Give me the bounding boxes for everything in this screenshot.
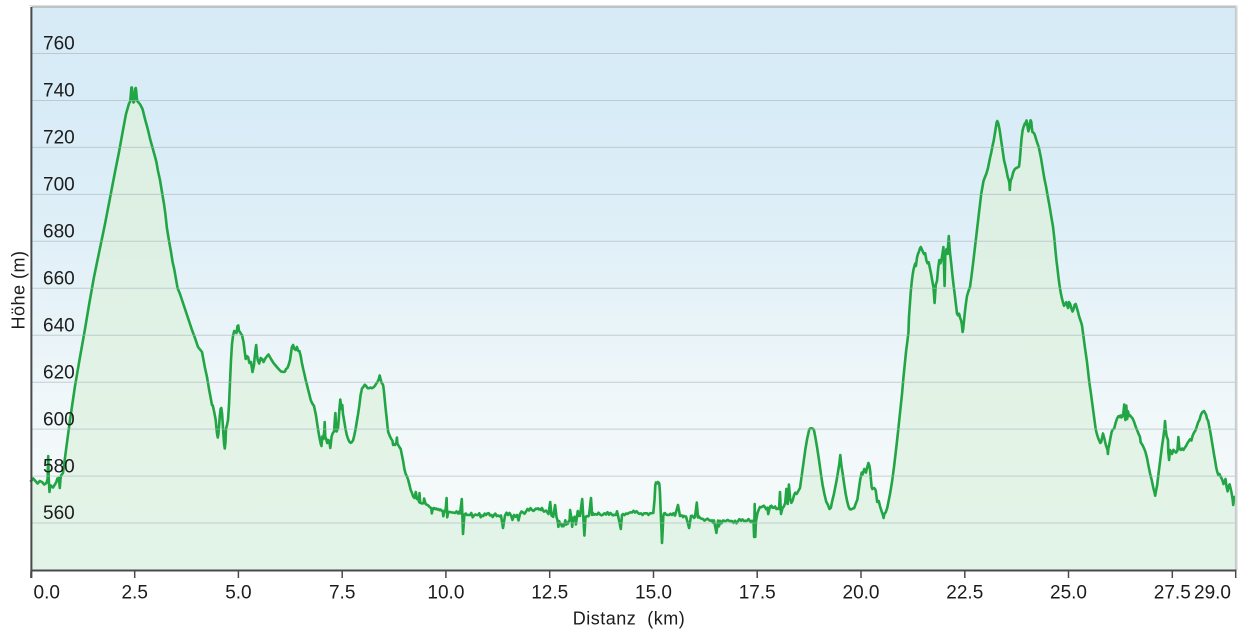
svg-text:720: 720	[43, 128, 75, 149]
svg-text:600: 600	[43, 409, 75, 430]
svg-text:10.0: 10.0	[427, 583, 464, 604]
svg-text:2.5: 2.5	[121, 583, 147, 604]
svg-text:7.5: 7.5	[329, 583, 355, 604]
svg-text:Höhe (m): Höhe (m)	[9, 250, 29, 329]
svg-text:700: 700	[43, 175, 75, 196]
svg-text:27.5: 27.5	[1154, 583, 1191, 604]
svg-text:0.0: 0.0	[34, 583, 60, 604]
svg-text:17.5: 17.5	[739, 583, 776, 604]
svg-text:740: 740	[43, 81, 75, 102]
svg-text:560: 560	[43, 503, 75, 524]
svg-text:25.0: 25.0	[1050, 583, 1087, 604]
svg-text:15.0: 15.0	[635, 583, 672, 604]
svg-text:Distanz (km): Distanz (km)	[573, 609, 686, 629]
svg-text:660: 660	[43, 268, 75, 289]
svg-text:640: 640	[43, 315, 75, 336]
svg-text:580: 580	[43, 456, 75, 477]
svg-text:680: 680	[43, 222, 75, 243]
svg-text:20.0: 20.0	[843, 583, 880, 604]
svg-text:760: 760	[43, 34, 75, 55]
svg-text:620: 620	[43, 362, 75, 383]
svg-text:29.0: 29.0	[1194, 583, 1231, 604]
svg-text:12.5: 12.5	[531, 583, 568, 604]
svg-text:5.0: 5.0	[225, 583, 251, 604]
svg-text:22.5: 22.5	[946, 583, 983, 604]
